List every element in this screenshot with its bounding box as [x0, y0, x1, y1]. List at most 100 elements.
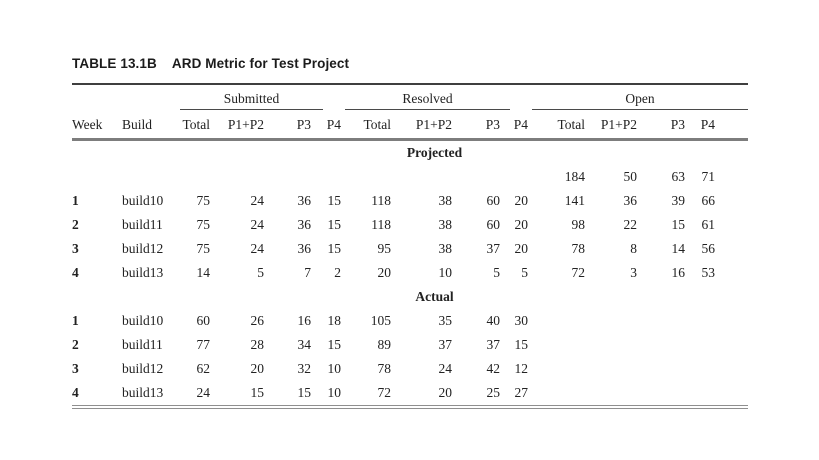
- cell-value: 24: [196, 385, 211, 400]
- cell-value: 26: [250, 313, 265, 328]
- cell-value: 24: [250, 241, 265, 256]
- cell-value: [685, 357, 715, 381]
- cell-value: 118: [371, 217, 392, 232]
- col-build: Build: [122, 110, 176, 141]
- cell-build: build13: [122, 385, 164, 400]
- cell-value: [176, 165, 210, 189]
- cell-value: 20: [514, 241, 529, 256]
- cell-value: 3: [630, 265, 638, 280]
- cell-value: 24: [250, 217, 265, 232]
- cell-right-pad: [715, 357, 748, 381]
- cell-value: [210, 165, 264, 189]
- cell-value: 75: [196, 241, 211, 256]
- col-open-total: Total: [528, 110, 586, 141]
- cell-value: 34: [297, 337, 312, 352]
- cell-value: 38: [438, 217, 453, 232]
- cell-value: 15: [514, 337, 529, 352]
- cell-value: 56: [701, 241, 716, 256]
- col-submitted-total: Total: [176, 110, 210, 141]
- data-row: 4 build13 14 5 7 2 20 10 5 5 72 3 16 53: [72, 261, 748, 285]
- table-header: Submitted Resolved Open Week Build Total…: [72, 84, 749, 141]
- cell-value: [637, 357, 685, 381]
- cell-value: 63: [671, 169, 686, 184]
- cell-value: 37: [486, 241, 501, 256]
- group-open-label: Open: [532, 91, 749, 110]
- table-title: ARD Metric for Test Project: [171, 56, 350, 71]
- cell-build: build11: [122, 217, 163, 232]
- col-week: Week: [72, 110, 122, 141]
- group-submitted-label: Submitted: [180, 91, 324, 110]
- col-submitted-p3: P3: [264, 110, 311, 141]
- section-label: Projected: [406, 145, 463, 160]
- cell-value: 61: [701, 217, 716, 232]
- cell-value: 14: [671, 241, 686, 256]
- cell-value: 20: [514, 217, 529, 232]
- group-submitted: Submitted: [176, 84, 341, 110]
- cell-value: [528, 333, 585, 357]
- cell-value: 141: [564, 193, 586, 208]
- cell-value: 60: [486, 217, 501, 232]
- cell-value: 15: [327, 337, 342, 352]
- cell-value: 16: [671, 265, 686, 280]
- cell-value: 8: [630, 241, 638, 256]
- cell-right-pad: [715, 261, 748, 285]
- cell-value: 18: [327, 313, 342, 328]
- section-label-spacer-right: [528, 140, 748, 166]
- cell-value: 35: [438, 313, 453, 328]
- cell-value: [311, 165, 341, 189]
- cell-build: build11: [122, 337, 163, 352]
- col-open-p4: P4: [685, 110, 716, 141]
- cell-value: [391, 165, 452, 189]
- cell-value: 39: [671, 193, 686, 208]
- cell-right-pad: [715, 237, 748, 261]
- cell-value: 66: [701, 193, 716, 208]
- cell-value: [585, 309, 637, 333]
- cell-right-pad: [715, 381, 748, 407]
- cell-value: [585, 333, 637, 357]
- cell-value: [585, 357, 637, 381]
- group-resolved-label: Resolved: [345, 91, 511, 110]
- cell-build: build12: [122, 361, 164, 376]
- col-open-p3: P3: [637, 110, 686, 141]
- cell-value: 38: [438, 193, 453, 208]
- group-resolved: Resolved: [341, 84, 528, 110]
- cell-week: [72, 165, 122, 189]
- document-page: TABLE 13.1B ARD Metric for Test Project S…: [72, 56, 749, 409]
- cell-value: [528, 309, 585, 333]
- cell-right-pad: [715, 333, 748, 357]
- cell-value: 37: [486, 337, 501, 352]
- group-open: Open: [528, 84, 749, 110]
- cell-value: 28: [250, 337, 265, 352]
- cell-value: 15: [250, 385, 265, 400]
- cell-value: 20: [250, 361, 265, 376]
- cell-value: 75: [196, 193, 211, 208]
- cell-value: [685, 381, 715, 407]
- cell-value: [637, 333, 685, 357]
- cell-build: build12: [122, 241, 164, 256]
- cell-week: 3: [72, 361, 79, 376]
- cell-value: 20: [377, 265, 392, 280]
- section-label-spacer-left: [72, 140, 341, 166]
- cell-value: 10: [327, 385, 342, 400]
- cell-value: [637, 381, 685, 407]
- cell-value: 95: [377, 241, 392, 256]
- cell-value: 71: [701, 169, 716, 184]
- col-resolved-p3: P3: [452, 110, 501, 141]
- cell-value: 36: [297, 217, 312, 232]
- cell-week: 1: [72, 313, 79, 328]
- cell-value: 14: [196, 265, 211, 280]
- cell-value: 118: [371, 193, 392, 208]
- col-resolved-p4: P4: [500, 110, 529, 141]
- cell-value: [685, 309, 715, 333]
- cell-week: 4: [72, 265, 79, 280]
- cell-build: [122, 165, 176, 189]
- cell-value: 5: [257, 265, 264, 280]
- col-right-pad: [715, 110, 749, 141]
- cell-build: build10: [122, 313, 164, 328]
- cell-value: [637, 309, 685, 333]
- data-row: 3 build12 75 24 36 15 95 38 37 20 78 8 14 56: [72, 237, 748, 261]
- section-label-row: Actual: [72, 285, 748, 309]
- cell-value: [452, 165, 500, 189]
- cell-value: 75: [196, 217, 211, 232]
- cell-value: 12: [514, 361, 529, 376]
